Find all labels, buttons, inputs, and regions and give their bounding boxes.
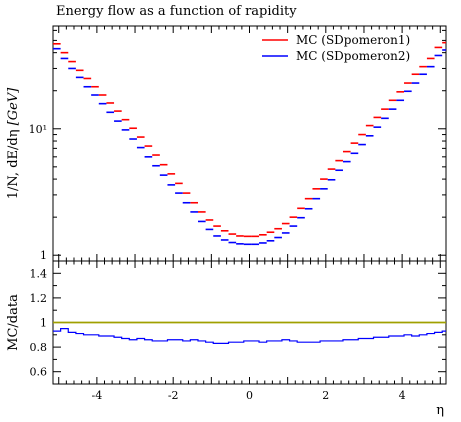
ratio-y-tick-label: 0.6 (30, 366, 48, 379)
main-y-axis-label-text: 1/N, dE/dη (6, 125, 21, 199)
x-tick-label: 4 (399, 389, 406, 402)
ratio-y-tick-label: 0.8 (30, 341, 48, 354)
ratio-y-tick-label: 1.4 (30, 267, 48, 280)
ratio-series-2 (53, 328, 446, 345)
ratio-y-tick-label: 1 (40, 317, 47, 330)
ratio-y-tick-label: 1.2 (30, 292, 48, 305)
x-tick-label: 0 (246, 389, 253, 402)
x-axis-label: η (436, 403, 444, 418)
chart-title: Energy flow as a function of rapidity (56, 4, 297, 19)
x-tick-label: -2 (168, 389, 179, 402)
main-y-axis-label-unit: [GeV] (6, 87, 21, 126)
main-y-axis-label: 1/N, dE/dη [GeV] (6, 87, 21, 199)
ratio-y-axis-label: MC/data (6, 294, 21, 351)
legend-label-2: MC (SDpomeron2) (296, 49, 410, 63)
ratio-line (53, 328, 446, 345)
legend-label-1: MC (SDpomeron1) (296, 33, 410, 47)
main-y-tick-label: 10¹ (29, 123, 47, 136)
main-series-1 (53, 41, 446, 238)
x-tick-label: -4 (92, 389, 103, 402)
x-tick-label: 2 (322, 389, 329, 402)
main-series-2 (53, 47, 446, 246)
main-y-tick-label: 1 (40, 249, 47, 262)
